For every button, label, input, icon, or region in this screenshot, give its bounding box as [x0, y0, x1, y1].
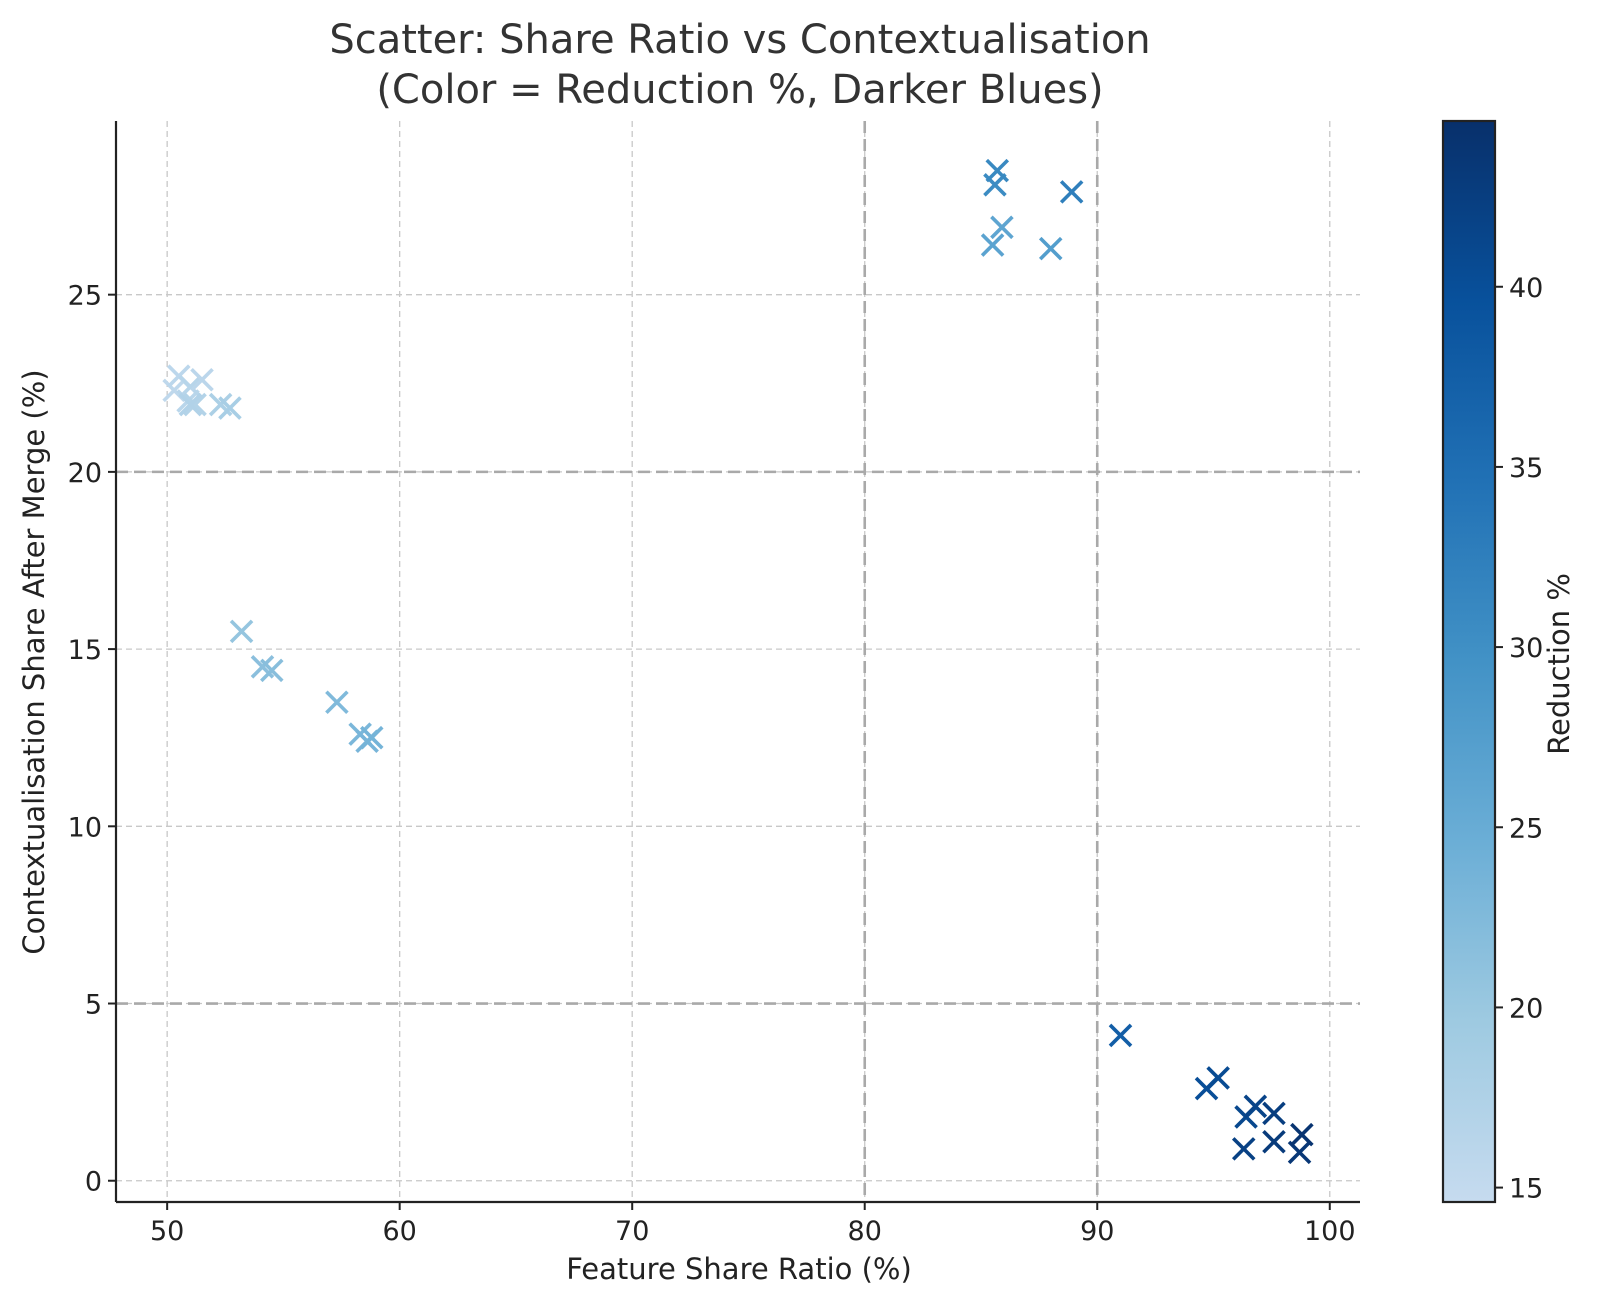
y-tick-label: 5 [85, 990, 102, 1021]
data-point [178, 375, 203, 399]
colorbar-bar [1441, 119, 1497, 1204]
colorbar-tick-label: 15 [1509, 1174, 1543, 1205]
x-tick-label: 100 [1304, 1216, 1356, 1247]
axes: 50 60 70 80 90 100 0 5 10 15 20 25 [68, 121, 1360, 1247]
data-point [325, 690, 349, 715]
data-point-stroke [167, 364, 191, 388]
data-point-stroke [183, 392, 207, 417]
data-point [1038, 236, 1063, 261]
data-point-stroke [1038, 236, 1063, 261]
data-point-stroke [985, 158, 1010, 183]
chart-title-line-2: (Color = Reduction %, Darker Blues) [376, 67, 1103, 113]
data-point-stroke [990, 215, 1014, 240]
data-point [183, 392, 207, 417]
data-point-stroke [1243, 1094, 1268, 1119]
x-tick-label: 50 [150, 1216, 184, 1247]
data-point [1108, 1023, 1133, 1048]
x-axis-label: Feature Share Ratio (%) [566, 1252, 912, 1286]
data-point [360, 725, 384, 750]
data-point-stroke [218, 396, 242, 420]
data-point [1262, 1129, 1286, 1154]
colorbar-tick-label: 35 [1509, 453, 1543, 484]
data-point-stroke [1262, 1101, 1286, 1126]
data-point [178, 392, 203, 417]
colorbar-tick-label: 25 [1509, 813, 1543, 844]
data-point [1290, 1122, 1314, 1147]
data-point [1206, 1066, 1230, 1090]
y-tick-label: 25 [68, 281, 102, 312]
data-point-stroke [1206, 1066, 1230, 1090]
data-points [162, 158, 1314, 1165]
data-point [990, 215, 1014, 240]
data-point [260, 658, 284, 683]
colorbar-tick-label: 40 [1509, 273, 1543, 304]
data-point-stroke [260, 658, 284, 683]
data-point [1231, 1137, 1256, 1161]
data-point [980, 233, 1005, 257]
colorbar-tick-label: 30 [1509, 633, 1543, 664]
data-point [229, 619, 254, 644]
x-tick-label: 80 [848, 1216, 882, 1247]
data-point-stroke [1290, 1122, 1314, 1147]
data-point [1262, 1101, 1286, 1126]
x-tick-label: 90 [1080, 1216, 1114, 1247]
reference-lines [116, 121, 1360, 1202]
data-point-stroke [162, 378, 186, 403]
y-tick-label: 10 [68, 812, 102, 843]
y-axis-label: Contextualisation Share After Merge (%) [17, 369, 51, 954]
data-point-stroke [250, 655, 275, 679]
data-point [985, 158, 1010, 183]
x-tick-label: 70 [615, 1216, 649, 1247]
data-point-stroke [1108, 1023, 1133, 1048]
colorbar: 15 20 25 30 35 40 [1441, 119, 1543, 1205]
data-point-stroke [360, 725, 384, 750]
data-point-stroke [980, 233, 1005, 257]
chart-title-line-1: Scatter: Share Ratio vs Contextualisatio… [329, 17, 1150, 63]
grid [116, 121, 1360, 1202]
data-point-stroke [1262, 1129, 1286, 1154]
data-point [1243, 1094, 1268, 1119]
data-point-stroke [229, 619, 254, 644]
colorbar-tick-label: 20 [1509, 993, 1543, 1024]
y-tick-label: 0 [85, 1167, 102, 1198]
data-point [190, 367, 214, 392]
data-point-stroke [325, 690, 349, 715]
data-point-stroke [178, 375, 203, 399]
y-tick-label: 20 [68, 458, 102, 489]
chart-title: Scatter: Share Ratio vs Contextualisatio… [329, 17, 1150, 113]
colorbar-label: Reduction % [1542, 573, 1576, 755]
data-point-stroke [1231, 1137, 1256, 1161]
data-point-stroke [178, 392, 203, 417]
data-point [218, 396, 242, 420]
data-point-stroke [1287, 1140, 1312, 1165]
x-tick-label: 60 [382, 1216, 416, 1247]
y-tick-label: 15 [68, 635, 102, 666]
data-point-stroke [190, 367, 214, 392]
data-point-stroke [208, 392, 233, 417]
data-point [1059, 180, 1084, 204]
data-point-stroke [1059, 180, 1084, 204]
